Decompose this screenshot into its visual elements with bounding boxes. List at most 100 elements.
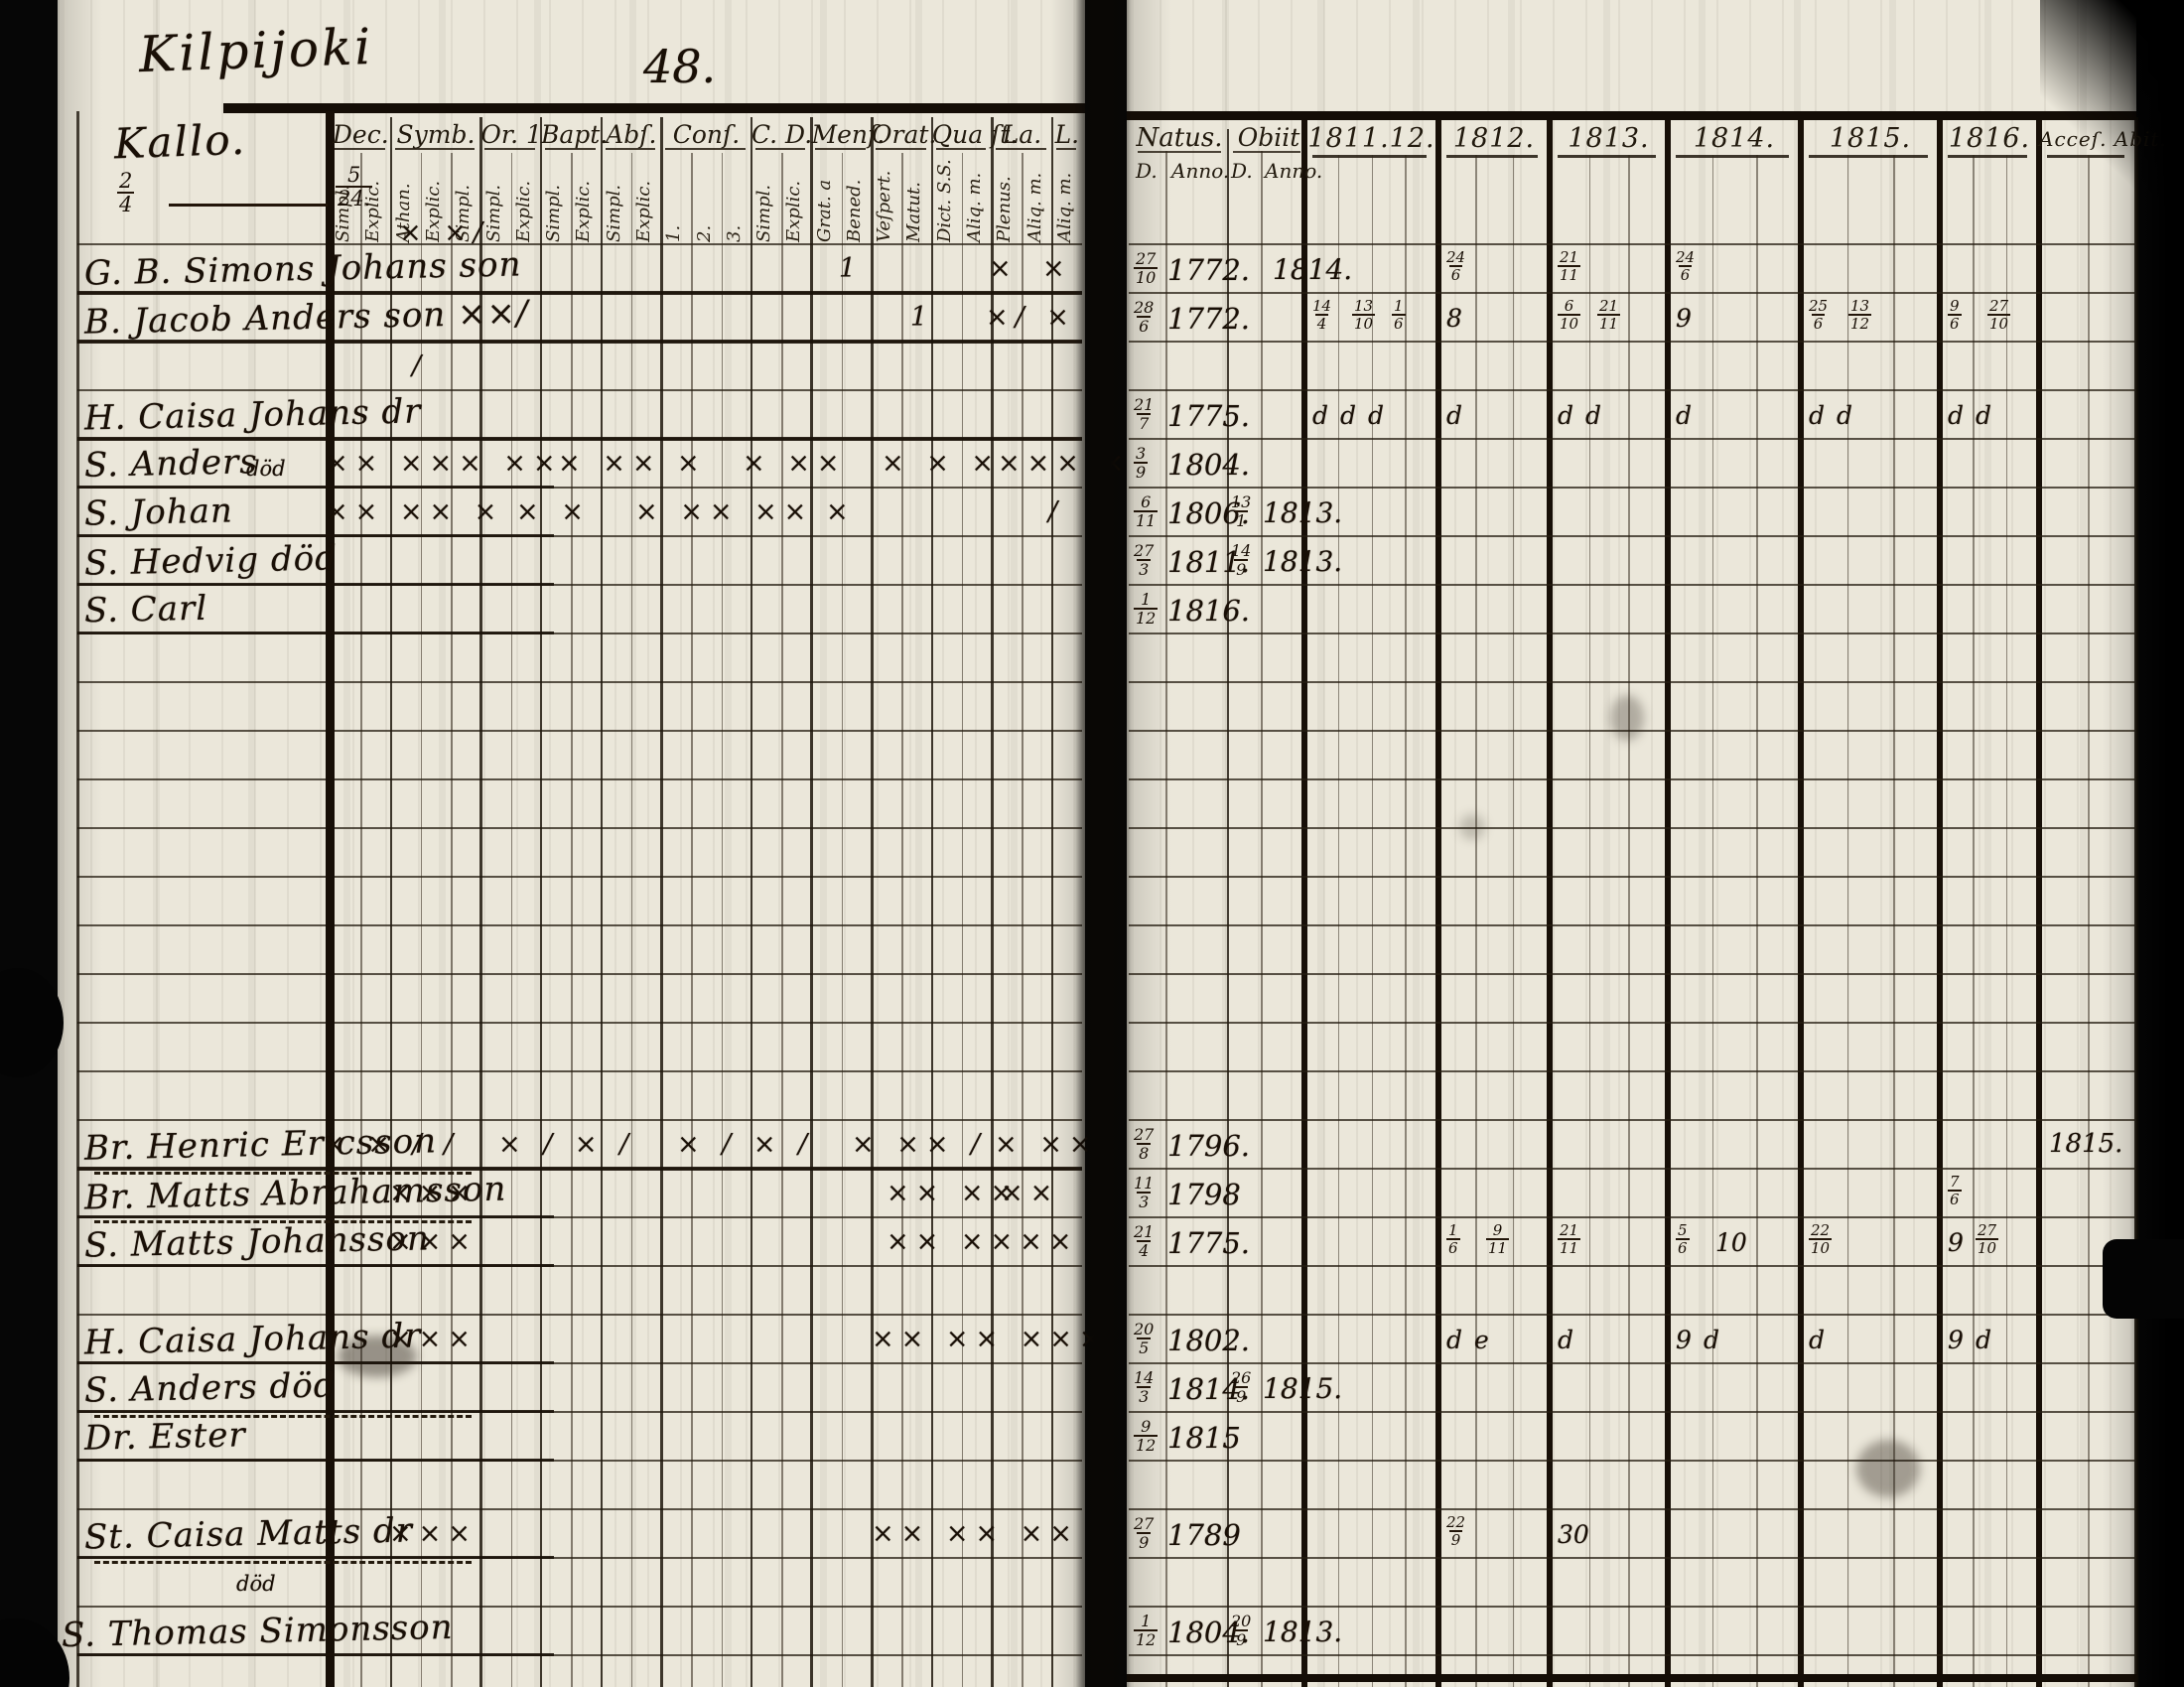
entry-name-baseline <box>77 583 554 586</box>
communion-mark: ×× ×× ××× <box>872 1324 1109 1354</box>
year-column-line <box>1301 117 1307 1687</box>
sub-column-line <box>630 153 633 1687</box>
year-sub-column-line <box>1405 155 1407 1687</box>
entry-name: Dr. Ester <box>83 1415 247 1459</box>
row-rule-right <box>1129 827 2134 829</box>
communion-mark: × / × / <box>498 1129 636 1160</box>
row-rule-right <box>1129 535 2134 537</box>
column-header-dash <box>665 148 746 150</box>
obiit-year: 1814. <box>1273 253 1353 286</box>
entry-name: S. Hedvig död <box>83 538 339 584</box>
sub-column-line <box>360 153 362 1687</box>
column-header-dash <box>335 148 385 150</box>
ink-smudge <box>1459 814 1485 840</box>
left-margin-line <box>76 111 79 1687</box>
obiit-date: 26 9 <box>1231 1368 1252 1406</box>
entry-name-baseline <box>77 1556 554 1559</box>
communion-mark: ×× ×× <box>887 1178 1021 1208</box>
entry-name: S. Anders död <box>83 1365 337 1411</box>
natus-year: 1806. <box>1167 496 1251 530</box>
row-rule-right <box>1129 730 2134 732</box>
right-page-bottom-rule <box>1127 1674 2136 1682</box>
obiit-year: 1813. <box>1263 496 1343 529</box>
entry-name-baseline <box>77 1653 554 1656</box>
year-sub-column-line <box>1973 155 1975 1687</box>
row-rule-left <box>77 389 1082 391</box>
obiit-sub-anno: Anno. <box>1265 159 1323 183</box>
row-rule-left <box>77 973 1082 975</box>
communion-mark: × × × <box>882 448 1002 479</box>
communion-mark: ××× <box>389 1518 478 1549</box>
entry-name-baseline <box>77 1361 554 1364</box>
entry-name-dashed-underline <box>94 1561 472 1564</box>
row-rule-right <box>1129 584 2134 586</box>
natus-year: 1772. <box>1167 302 1251 336</box>
year-sub-column-line <box>2005 155 2008 1687</box>
communion-mark: × × / / <box>323 1129 461 1160</box>
column-header-Men: Menſ. <box>811 120 886 149</box>
natus-date: 21 4 <box>1134 1222 1155 1260</box>
natus-year: 1802. <box>1167 1324 1251 1357</box>
year-sub-column-line <box>1588 155 1591 1687</box>
year-header-1815: 1815. <box>1829 123 1912 154</box>
natus-date: 11 3 <box>1134 1174 1155 1211</box>
column-header-Ab: Abſ. <box>606 120 657 149</box>
entry-name: H. Caisa Johans dr <box>83 391 422 439</box>
row-rule-right <box>1129 292 2134 294</box>
column-group-line <box>660 117 663 1687</box>
sub-column-line <box>451 153 453 1687</box>
communion-date: 13 12 <box>1848 297 1872 333</box>
natus-date: 27 10 <box>1134 249 1159 287</box>
entry-name-baseline <box>77 534 554 537</box>
column-header-Dec: Dec. <box>332 120 389 149</box>
year-header-dash <box>1809 155 1928 158</box>
year-column-line <box>1937 117 1943 1687</box>
row-rule-right <box>1129 1654 2134 1656</box>
row-rule-right <box>1129 924 2134 926</box>
ink-smudge <box>1610 695 1644 741</box>
communion-letter: 10 <box>1715 1228 1747 1257</box>
row-rule-left <box>77 1022 1082 1024</box>
communion-mark: × ×× × <box>558 448 707 479</box>
entry-name-baseline <box>77 437 1082 441</box>
communion-mark: × ×× ×× <box>635 496 814 527</box>
row-rule-left <box>77 1216 1082 1218</box>
sub-column-label: Veſpert. <box>874 170 895 242</box>
column-group-line <box>539 117 543 1687</box>
communion-letter: e <box>1474 1326 1489 1354</box>
row-rule-left <box>77 1508 1082 1510</box>
communion-mark: ×× ×××× <box>887 1226 1079 1257</box>
year-sub-column-line <box>1371 155 1373 1687</box>
column-group-line <box>871 117 874 1687</box>
communion-letter: 9 <box>1948 1228 1964 1257</box>
farm-fraction-rule <box>169 204 328 207</box>
row-rule-left <box>77 876 1082 878</box>
obiit-year: 1813. <box>1263 545 1343 578</box>
row-rule-left <box>77 535 1082 537</box>
communion-letter: d <box>1837 401 1853 430</box>
communion-letter: d <box>1704 1326 1720 1354</box>
entry-name-dashed-underline <box>94 1220 472 1223</box>
natus-date: 20 5 <box>1134 1320 1155 1357</box>
sub-column-label: Dict. S.S. <box>933 159 955 242</box>
sub-column-label: Aliq. m. <box>964 172 986 242</box>
year-sub-column-line <box>1893 155 1895 1687</box>
communion-mark: / <box>1048 496 1065 527</box>
row-rule-left <box>77 1557 1082 1559</box>
farm-fraction-right: 5 24. <box>336 163 373 211</box>
communion-letter: d <box>1809 1326 1826 1354</box>
natus-year: 1798 <box>1167 1178 1241 1211</box>
sub-column-label: 2. <box>693 224 715 242</box>
gutter-fold <box>1074 0 1132 1687</box>
column-header-dash <box>935 148 987 150</box>
natus-sub-line <box>1165 151 1167 1687</box>
row-rule-right <box>1129 438 2134 440</box>
year-header-dash <box>1948 155 2027 158</box>
row-rule-left <box>77 681 1082 683</box>
column-group-line <box>389 117 393 1687</box>
communion-mark: × ×× / <box>852 1129 988 1160</box>
natus-date: 27 8 <box>1134 1125 1155 1163</box>
year-header-1811: 1811.12. <box>1307 123 1435 154</box>
